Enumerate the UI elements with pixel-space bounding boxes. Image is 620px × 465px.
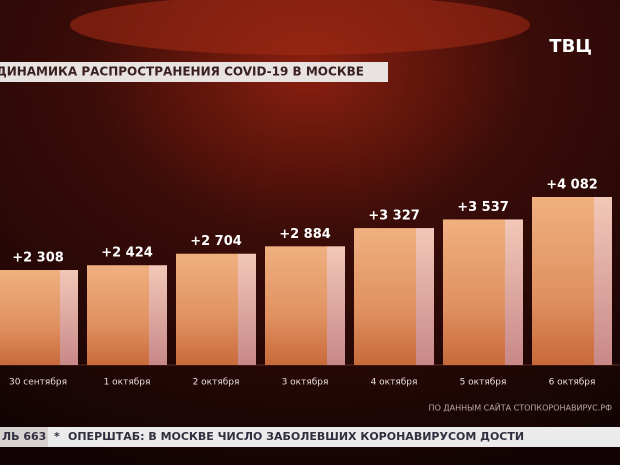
bar xyxy=(354,228,416,365)
value-label: +3 537 xyxy=(457,200,509,215)
chart-title: ДИНАМИКА РАСПРОСТРАНЕНИЯ COVID-19 В МОСК… xyxy=(0,65,364,79)
ticker-counter-box xyxy=(0,427,48,447)
ticker-separator: * xyxy=(54,430,60,443)
bar xyxy=(87,265,149,365)
bar-side xyxy=(60,270,78,365)
x-tick-label: 5 октября xyxy=(460,378,507,388)
x-tick-label: 6 октября xyxy=(549,378,596,388)
ticker-text: ОПЕРШТАБ: В МОСКВЕ ЧИСЛО ЗАБОЛЕВШИХ КОРО… xyxy=(68,430,524,443)
title-bar xyxy=(0,62,388,82)
bar-side xyxy=(416,228,434,365)
value-label: +2 884 xyxy=(279,227,331,242)
ticker-bar xyxy=(0,427,620,447)
background-glow xyxy=(70,0,530,55)
plot: +2 308 30 сентября +2 424 1 октября +2 704 2 … xyxy=(0,178,612,388)
bar xyxy=(532,197,594,365)
value-label: +3 327 xyxy=(368,209,420,224)
value-label: +2 704 xyxy=(190,234,242,249)
x-tick-label: 3 октября xyxy=(282,378,329,388)
value-label: +4 082 xyxy=(546,178,598,193)
channel-logo: ТВЦ xyxy=(549,36,592,57)
bar xyxy=(265,246,327,365)
ticker-counter: ЛЬ 663 xyxy=(2,430,46,443)
bar-side xyxy=(327,246,345,365)
bar-side xyxy=(505,219,523,365)
bar xyxy=(176,253,238,365)
source: ПО ДАННЫМ САЙТА СТОПКОРОНАВИРУС.РФ xyxy=(429,402,613,413)
bar xyxy=(0,270,60,365)
x-tick-label: 1 октября xyxy=(104,378,151,388)
bar-side xyxy=(149,265,167,365)
bar xyxy=(443,219,505,365)
x-tick-label: 30 сентября xyxy=(9,378,67,388)
value-label: +2 424 xyxy=(101,246,153,261)
bar-side xyxy=(594,197,612,365)
value-label: +2 308 xyxy=(12,251,64,266)
x-tick-label: 4 октября xyxy=(371,378,418,388)
bar-side xyxy=(238,253,256,365)
x-tick-label: 2 октября xyxy=(193,378,240,388)
